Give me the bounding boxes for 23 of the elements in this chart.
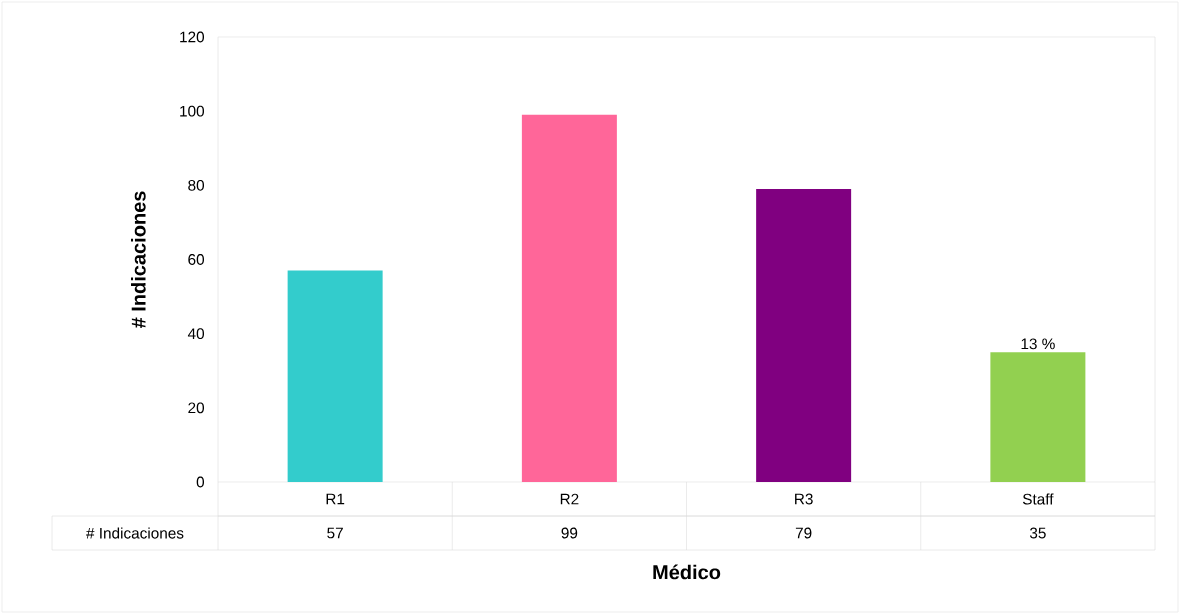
data-label: 57: [327, 527, 343, 539]
text: # Indicaciones: [86, 527, 184, 539]
y-tick-label: 100: [180, 105, 205, 117]
x-axis-title: Médico: [653, 564, 721, 580]
data-label: 99: [561, 527, 578, 539]
annotation: 13 %: [1021, 338, 1055, 350]
x-tick-label: R2: [560, 493, 579, 505]
x-tick-label: R1: [326, 493, 345, 505]
x-tick-label: R3: [795, 493, 813, 505]
y-axis-title: # Indicaciones: [131, 191, 146, 329]
data-label: 35: [1029, 527, 1046, 539]
y-tick-label: 120: [180, 31, 205, 43]
y-tick-label: 60: [188, 254, 205, 265]
bar: [521, 114, 617, 482]
y-tick-label: 40: [187, 328, 205, 340]
y-tick-label: 80: [188, 179, 205, 191]
y-tick-label: 20: [188, 402, 205, 414]
bar: [990, 352, 1086, 482]
data-label: 79: [795, 527, 812, 539]
bar: [287, 270, 383, 482]
y-tick-label: 0: [196, 476, 205, 488]
x-tick-label: Staff: [1022, 493, 1054, 505]
bar: [756, 189, 852, 482]
